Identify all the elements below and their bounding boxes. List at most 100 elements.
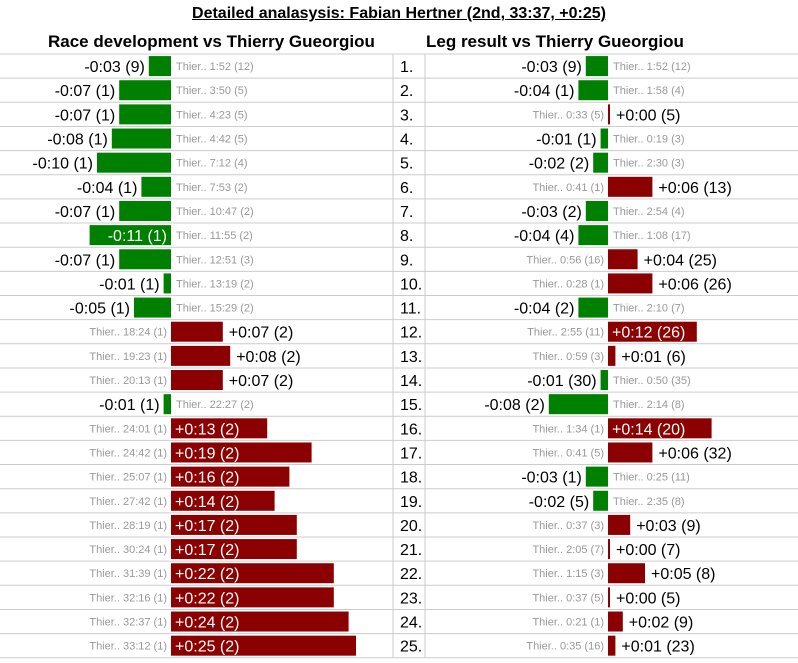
leg-value-label: -0:08 (2) (484, 397, 544, 414)
race-bar (171, 587, 334, 608)
race-reference-label: Thier.. 4:42 (5) (176, 134, 248, 146)
leg-bar (548, 394, 608, 415)
leg-number: 4. (400, 132, 413, 149)
race-value-label: -0:05 (1) (70, 301, 130, 318)
leg-number: 19. (400, 494, 422, 511)
race-bar (171, 466, 290, 487)
race-reference-label: Thier.. 7:53 (2) (176, 182, 248, 194)
leg-value-label: +0:00 (7) (616, 542, 680, 559)
leg-value-label: +0:01 (23) (621, 639, 694, 656)
leg-number: 15. (400, 397, 422, 414)
leg-reference-label: Thier.. 0:50 (35) (613, 375, 691, 387)
race-bar (134, 297, 171, 318)
leg-bar (585, 200, 608, 221)
race-value-label: +0:22 (2) (175, 566, 239, 583)
race-bar (171, 490, 275, 511)
leg-bar (608, 539, 610, 560)
leg-reference-label: Thier.. 2:35 (8) (613, 496, 685, 508)
leg-reference-label: Thier.. 2:54 (4) (613, 206, 685, 218)
race-bar (171, 635, 356, 656)
race-value-label: +0:13 (2) (175, 421, 239, 438)
leg-bar (608, 587, 610, 608)
leg-bar (608, 249, 638, 270)
leg-value-label: +0:00 (5) (616, 590, 680, 607)
leg-number: 8. (400, 228, 413, 245)
race-reference-label: Thier.. 20:13 (1) (89, 375, 167, 387)
race-value-label: +0:07 (2) (229, 325, 293, 342)
leg-reference-label: Thier.. 2:10 (7) (613, 303, 685, 315)
leg-bar (608, 635, 616, 656)
race-bar (171, 611, 349, 632)
leg-number: 12. (400, 325, 422, 342)
leg-bar (608, 611, 623, 632)
leg-bar (608, 176, 653, 197)
race-bar (97, 152, 171, 173)
race-value-label: +0:19 (2) (175, 445, 239, 462)
race-bar (119, 249, 171, 270)
race-bar (171, 321, 223, 342)
race-value-label: +0:14 (2) (175, 494, 239, 511)
leg-number: 23. (400, 590, 422, 607)
right-panel-heading: Leg result vs Thierry Gueorgiou (426, 32, 684, 51)
leg-value-label: +0:03 (9) (636, 518, 700, 535)
leg-number: 10. (400, 276, 422, 293)
leg-bar (608, 418, 712, 439)
leg-bar (593, 490, 608, 511)
leg-value-label: -0:03 (9) (521, 59, 581, 76)
race-bar (89, 225, 171, 246)
race-bar (119, 200, 171, 221)
race-reference-label: Thier.. 1:52 (12) (176, 61, 254, 73)
race-bar (171, 370, 223, 391)
race-reference-label: Thier.. 10:47 (2) (176, 206, 254, 218)
race-value-label: -0:07 (1) (55, 107, 115, 124)
leg-value-label: +0:06 (26) (658, 276, 731, 293)
race-reference-label: Thier.. 30:24 (1) (89, 544, 167, 556)
leg-reference-label: Thier.. 0:41 (5) (532, 447, 604, 459)
race-reference-label: Thier.. 32:16 (1) (89, 592, 167, 604)
race-reference-label: Thier.. 13:19 (2) (176, 278, 254, 290)
race-reference-label: Thier.. 4:23 (5) (176, 109, 248, 121)
leg-number: 3. (400, 107, 413, 124)
leg-bar (585, 56, 608, 77)
leg-value-label: -0:02 (2) (529, 156, 589, 173)
race-reference-label: Thier.. 25:07 (1) (89, 472, 167, 484)
race-bar (171, 442, 312, 463)
leg-number: 9. (400, 252, 413, 269)
race-reference-label: Thier.. 33:12 (1) (89, 641, 167, 653)
race-value-label: -0:04 (1) (77, 180, 137, 197)
leg-value-label: +0:02 (9) (629, 615, 693, 632)
leg-reference-label: Thier.. 0:37 (5) (532, 592, 604, 604)
leg-bar (578, 225, 608, 246)
leg-bar (608, 273, 653, 294)
leg-bar (593, 152, 608, 173)
race-reference-label: Thier.. 11:55 (2) (176, 230, 253, 242)
leg-value-label: +0:14 (20) (612, 421, 685, 438)
race-bar (163, 273, 171, 294)
leg-bar (608, 345, 616, 366)
race-value-label: -0:07 (1) (55, 204, 115, 221)
leg-bar (608, 563, 645, 584)
leg-bar (608, 442, 653, 463)
leg-bar (585, 466, 608, 487)
race-reference-label: Thier.. 24:42 (1) (89, 447, 167, 459)
race-value-label: +0:24 (2) (175, 615, 239, 632)
leg-number: 5. (400, 156, 413, 173)
leg-reference-label: Thier.. 1:15 (3) (532, 568, 604, 580)
leg-number: 20. (400, 518, 422, 535)
leg-value-label: -0:04 (4) (514, 228, 574, 245)
leg-number: 22. (400, 566, 422, 583)
leg-value-label: +0:12 (26) (612, 325, 685, 342)
race-value-label: -0:08 (1) (47, 132, 107, 149)
race-reference-label: Thier.. 31:39 (1) (89, 568, 167, 580)
race-value-label: -0:01 (1) (99, 276, 159, 293)
leg-value-label: +0:06 (32) (658, 445, 731, 462)
leg-value-label: -0:03 (2) (521, 204, 581, 221)
race-value-label: +0:08 (2) (236, 349, 300, 366)
race-bar (171, 563, 334, 584)
race-value-label: -0:11 (1) (108, 228, 167, 245)
leg-reference-label: Thier.. 0:41 (1) (532, 182, 604, 194)
race-reference-label: Thier.. 22:27 (2) (176, 399, 254, 411)
leg-number: 24. (400, 615, 422, 632)
leg-number: 6. (400, 180, 413, 197)
